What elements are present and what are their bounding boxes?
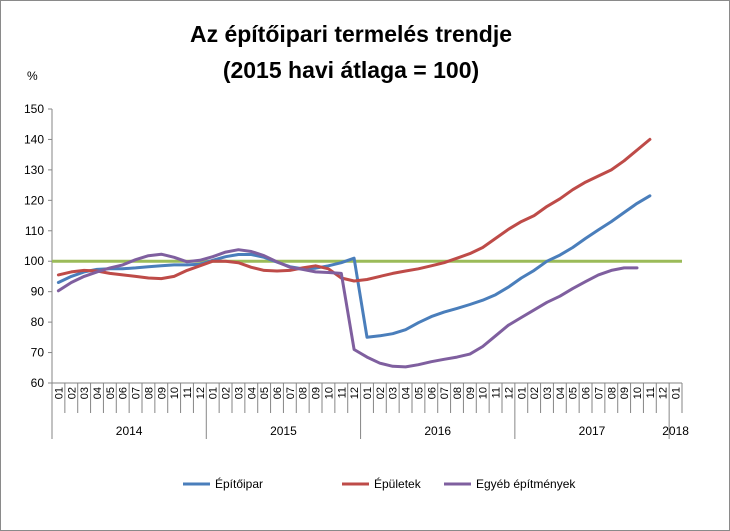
y-tick-label: 140 — [24, 132, 44, 146]
x-tick-label: 08 — [143, 387, 155, 399]
x-tick-label: 09 — [156, 387, 168, 399]
x-tick-label: 05 — [413, 387, 425, 399]
x-tick-label: 08 — [452, 387, 464, 399]
y-tick-label: 70 — [31, 346, 45, 360]
x-tick-label: 04 — [246, 387, 258, 399]
year-label: 2017 — [579, 424, 606, 438]
y-tick-label: 80 — [31, 315, 45, 329]
x-tick-label: 03 — [542, 387, 554, 399]
x-tick-label: 08 — [298, 387, 310, 399]
y-tick-label: 90 — [31, 285, 45, 299]
x-tick-label: 01 — [208, 387, 220, 399]
x-tick-label: 03 — [233, 387, 245, 399]
x-tick-label: 05 — [105, 387, 117, 399]
x-tick-label: 02 — [375, 387, 387, 399]
x-tick-label: 05 — [568, 387, 580, 399]
x-tick-label: 09 — [465, 387, 477, 399]
x-tick-label: 04 — [92, 387, 104, 399]
year-label: 2014 — [116, 424, 143, 438]
x-tick-label: 11 — [645, 387, 657, 398]
x-tick-label: 01 — [53, 387, 65, 399]
x-tick-label: 09 — [619, 387, 631, 399]
x-tick-label: 08 — [606, 387, 618, 399]
x-tick-label: 10 — [323, 387, 335, 399]
x-tick-label: 03 — [388, 387, 400, 399]
x-tick-label: 02 — [529, 387, 541, 399]
x-tick-label: 12 — [658, 387, 670, 399]
x-tick-label: 10 — [169, 387, 181, 399]
y-tick-label: 110 — [25, 224, 44, 238]
legend-label-2: Épületek — [374, 476, 422, 491]
x-tick-label: 09 — [311, 387, 323, 399]
y-tick-label: 130 — [24, 163, 44, 177]
x-tick-label: 01 — [516, 387, 528, 399]
x-tick-label: 05 — [259, 387, 271, 399]
y-tick-label: 150 — [24, 102, 44, 116]
year-label: 2018 — [662, 424, 689, 438]
x-tick-label: 01 — [362, 387, 374, 399]
x-tick-label: 07 — [439, 387, 451, 399]
x-tick-label: 07 — [285, 387, 297, 399]
x-tick-label: 11 — [491, 387, 503, 398]
x-tick-label: 03 — [79, 387, 91, 399]
x-tick-label: 11 — [182, 387, 194, 398]
y-tick-label: 120 — [24, 193, 44, 207]
x-tick-label: 06 — [426, 387, 438, 399]
x-tick-label: 12 — [349, 387, 361, 399]
x-tick-label: 10 — [632, 387, 644, 399]
x-tick-label: 07 — [593, 387, 605, 399]
y-tick-label: 60 — [31, 376, 45, 390]
y-tick-label: 100 — [24, 254, 44, 268]
x-tick-label: 10 — [478, 387, 490, 399]
x-tick-label: 02 — [221, 387, 233, 399]
x-tick-label: 12 — [195, 387, 207, 399]
x-tick-label: 12 — [503, 387, 515, 399]
x-tick-label: 06 — [272, 387, 284, 399]
legend-label-3: Egyéb építmények — [476, 477, 576, 491]
x-tick-label: 11 — [336, 387, 348, 398]
year-label: 2016 — [424, 424, 451, 438]
year-label: 2015 — [270, 424, 297, 438]
x-tick-label: 02 — [66, 387, 78, 399]
series-line-1 — [58, 196, 650, 337]
legend-label-1: Építőipar — [215, 476, 263, 491]
x-tick-label: 06 — [118, 387, 130, 399]
x-tick-label: 04 — [555, 387, 567, 399]
x-tick-label: 01 — [671, 387, 683, 399]
x-tick-label: 06 — [581, 387, 593, 399]
x-tick-label: 04 — [401, 387, 413, 399]
x-tick-label: 07 — [131, 387, 143, 399]
